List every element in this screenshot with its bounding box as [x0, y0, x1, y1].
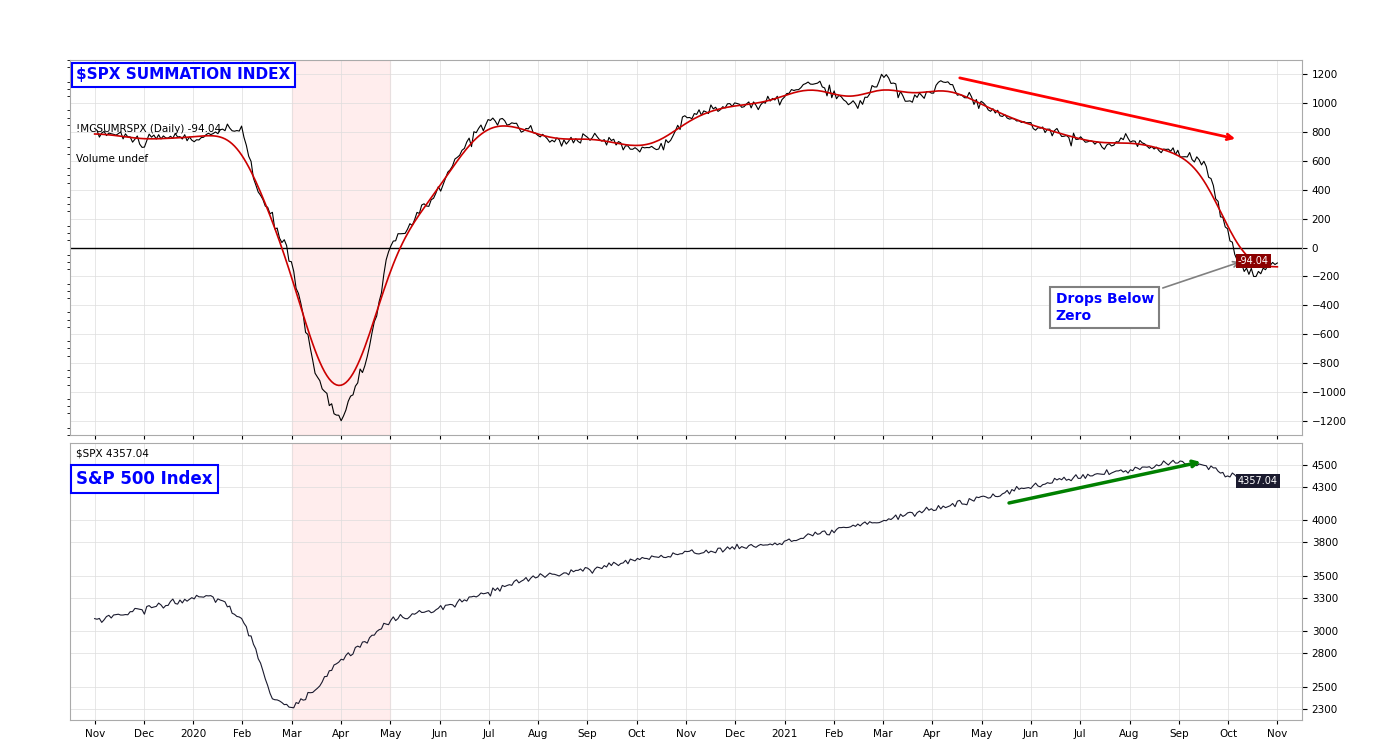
Text: © StockCharts.com: © StockCharts.com — [1298, 15, 1393, 25]
Text: -94.04: -94.04 — [1238, 256, 1268, 266]
Text: S&P 500 Index: S&P 500 Index — [76, 470, 213, 488]
Text: Open -94.04  High -94.04  Low -94.04  Close -94.04  Chg -24.48 (-35.19%): Open -94.04 High -94.04 Low -94.04 Close… — [1007, 43, 1393, 53]
Bar — [291, 442, 391, 720]
Bar — [291, 60, 391, 435]
Text: $SPX 4357.04: $SPX 4357.04 — [76, 448, 148, 458]
Text: 4357.04: 4357.04 — [1238, 476, 1278, 485]
Text: $SPX SUMMATION INDEX: $SPX SUMMATION INDEX — [76, 68, 290, 82]
Text: !MCSUMRSPX SPX McClellan Summation Index  INDEX: !MCSUMRSPX SPX McClellan Summation Index… — [7, 15, 288, 25]
Text: 1-Oct-2021: 1-Oct-2021 — [7, 43, 66, 53]
Text: Volume undef: Volume undef — [76, 154, 148, 164]
Text: !MCSUMRSPX (Daily) -94.04: !MCSUMRSPX (Daily) -94.04 — [76, 124, 221, 134]
Text: Drops Below
Zero: Drops Below Zero — [1056, 262, 1239, 322]
